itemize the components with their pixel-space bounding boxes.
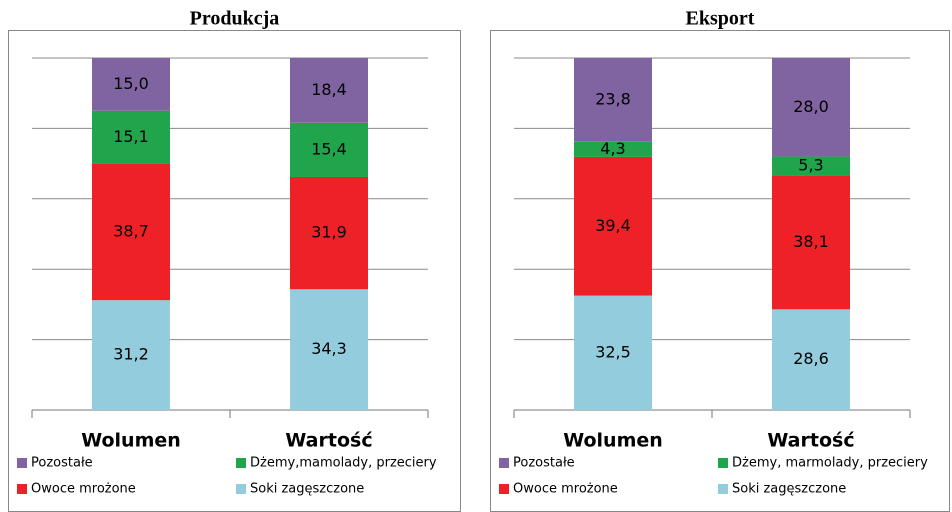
legend-swatch <box>499 458 509 468</box>
legend-swatch <box>236 484 246 494</box>
bar-segment <box>92 300 170 410</box>
x-tick-label: Wolumen <box>81 430 181 452</box>
x-tick-label: Wartość <box>767 430 854 452</box>
data-label: 31,2 <box>113 345 149 364</box>
data-label: 28,0 <box>793 97 829 116</box>
data-label: 39,4 <box>595 216 631 235</box>
data-label: 34,3 <box>311 339 347 358</box>
data-label: 4,3 <box>600 139 625 158</box>
bar-segment <box>574 141 652 157</box>
panel-border <box>490 30 950 512</box>
bar-segment <box>92 58 170 111</box>
legend-label: Owoce mrożone <box>513 482 618 497</box>
data-label: 15,0 <box>113 74 149 93</box>
chart-title: Eksport <box>686 8 755 30</box>
legend-swatch <box>17 458 27 468</box>
bar-segment <box>574 58 652 142</box>
bar-segment <box>772 58 850 157</box>
legend-swatch <box>718 458 728 468</box>
data-label: 15,1 <box>113 127 149 146</box>
bar-segment <box>290 289 368 410</box>
data-label: 38,7 <box>113 222 149 241</box>
legend-label: Owoce mrożone <box>31 482 136 497</box>
bar-segment <box>290 176 368 290</box>
legend-swatch <box>17 484 27 494</box>
data-label: 31,9 <box>311 223 347 242</box>
legend-label: Dżemy,mamolady, przeciery <box>250 456 437 471</box>
data-label: 38,1 <box>793 232 829 251</box>
legend-swatch <box>236 458 246 468</box>
bar-segment <box>92 163 170 301</box>
bar-segment <box>772 156 850 176</box>
bar-segment <box>772 309 850 410</box>
legend-label: Pozostałe <box>513 456 575 471</box>
x-tick-label: Wolumen <box>563 430 663 452</box>
legend-swatch <box>499 484 509 494</box>
legend-label: Soki zagęszczone <box>732 482 846 497</box>
data-label: 32,5 <box>595 342 631 361</box>
legend-label: Soki zagęszczone <box>250 482 364 497</box>
x-tick-label: Wartość <box>285 430 372 452</box>
data-label: 5,3 <box>798 155 823 174</box>
data-label: 15,4 <box>311 139 347 158</box>
legend-label: Dżemy, marmolady, przeciery <box>732 456 928 471</box>
legend-swatch <box>718 484 728 494</box>
data-label: 23,8 <box>595 89 631 108</box>
bar-segment <box>92 110 170 164</box>
chart-title: Produkcja <box>190 8 280 30</box>
bar-segment <box>290 58 368 123</box>
bar-segment <box>290 122 368 177</box>
bar-segment <box>772 175 850 310</box>
data-label: 28,6 <box>793 349 829 368</box>
legend-label: Pozostałe <box>31 456 93 471</box>
panel-border <box>8 30 461 512</box>
bar-segment <box>574 156 652 296</box>
data-label: 18,4 <box>311 80 347 99</box>
bar-segment <box>574 295 652 410</box>
